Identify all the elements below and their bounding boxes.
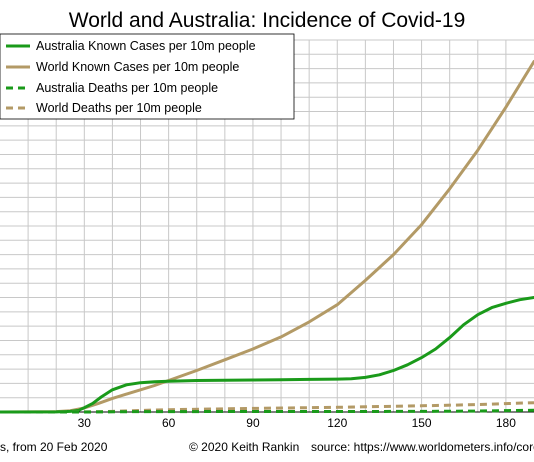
legend-label-world-deaths: World Deaths per 10m people: [36, 101, 202, 115]
x-tick-labels: 30 60 90 120 150 180: [78, 416, 517, 430]
x-tick-label: 150: [412, 416, 432, 430]
series-line-world-deaths-per-10m-people: [0, 401, 534, 414]
series-line-australia-known-cases-per-10m-people: [0, 296, 534, 414]
x-tick-label: 90: [246, 416, 260, 430]
series-line-world-known-cases-per-10m-people: [0, 60, 534, 414]
horizontal-gridlines: [0, 39, 534, 399]
source-text: source: https://www.worldometers.info/co…: [311, 440, 534, 454]
legend-label-world-cases: World Known Cases per 10m people: [36, 60, 239, 74]
legend-label-australia-cases: Australia Known Cases per 10m people: [36, 39, 256, 53]
x-tick-label: 30: [78, 416, 92, 430]
x-tick-label: 180: [496, 416, 516, 430]
x-tick-label: 60: [162, 416, 176, 430]
x-axis-caption: s, from 20 Feb 2020: [0, 440, 108, 454]
series-layer: [0, 60, 534, 414]
x-tick-label: 120: [327, 416, 347, 430]
legend-box: [0, 33, 295, 120]
chart-title: World and Australia: Incidence of Covid-…: [69, 9, 466, 32]
credit-text: © 2020 Keith Rankin: [189, 440, 299, 454]
legend: Australia Known Cases per 10m people Wor…: [0, 33, 295, 120]
legend-label-australia-deaths: Australia Deaths per 10m people: [36, 81, 218, 95]
